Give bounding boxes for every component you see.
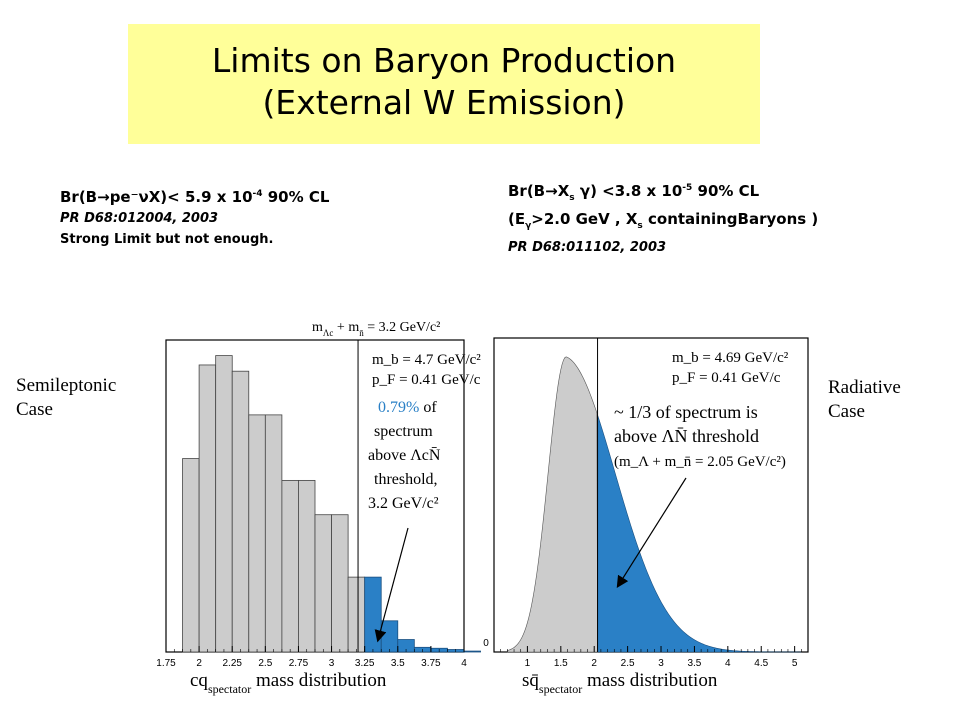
right-x-axis-label: sq̄spectator mass distribution [522,670,718,696]
left-bar [314,514,332,653]
left-note: Strong Limit but not enough. [60,232,274,247]
left-case-line2: Case [16,399,53,420]
left-exponent: -4 [252,189,263,199]
right-cond-sub: γ [525,221,532,231]
left-tick-label: 2.25 [222,658,242,669]
left-param-mb: m_b = 4.7 GeV/c² [372,352,481,368]
right-annotation-line1: ~ 1/3 of spectrum is [614,402,758,422]
left-annotation-line3: above ΛcN̄ [368,447,441,464]
right-cond-c: containingBaryons ) [642,210,819,228]
right-condition: (Eγ>2.0 GeV , Xs containingBaryons ) [508,209,818,237]
right-cond-b: >2.0 GeV , X [531,210,638,228]
right-tick-label: 1.5 [554,658,568,669]
right-tick-label: 2.5 [621,658,635,669]
left-bar [182,458,200,653]
left-reference: PR D68:012004, 2003 [60,211,219,226]
left-chart: 1.75 2 2.25 2.5 2.75 3 3.25 3.5 3.75 4 mΛc + mn̄ … [156,320,481,696]
left-annotation-line2: spectrum [374,423,433,440]
left-tick-label: 4 [461,658,467,669]
left-tick-label: 1.75 [156,658,176,669]
left-branching-limit: Br(B→pe⁻νX)< 5.9 x 10-4 90% CL [60,184,329,208]
left-info-block: Br(B→pe⁻νX)< 5.9 x 10-4 90% CL PR D68:01… [60,184,329,250]
left-case-line1: Semileptonic [16,375,117,396]
left-case-label: Semileptonic Case [16,374,116,422]
right-case-line1: Radiative [828,377,901,398]
title-box: Limits on Baryon Production (External W … [128,24,760,144]
left-annotation-of: of [419,399,437,416]
left-bar [298,479,316,653]
left-annotation: 0.79% of spectrum above ΛcN̄ threshold, … [368,399,441,512]
left-annotation-line5: 3.2 GeV/c² [368,495,439,512]
right-branching-limit: Br(B→Xs γ) <3.8 x 10-5 90% CL [508,178,818,209]
left-bar [264,414,283,653]
left-formula: Br(B→pe⁻νX)< 5.9 x 10 [60,188,253,206]
right-param-mb: m_b = 4.69 GeV/c² [672,350,789,366]
left-bar [281,479,299,653]
left-tick-label: 3 [329,658,335,669]
right-area-above-threshold [597,414,802,653]
left-bar [347,576,366,653]
left-tick-label: 3.75 [421,658,441,669]
left-bar [231,370,250,653]
left-param-pf: p_F = 0.41 GeV/c [372,372,481,388]
right-tick-label: 1 [525,658,531,669]
right-tick-label: 3.5 [687,658,701,669]
left-tick-label: 3.25 [355,658,375,669]
right-tick-label: 5 [792,658,798,669]
left-bar [248,414,266,653]
left-cl: 90% CL [262,188,330,206]
left-annotation-line1: 0.79% of [378,399,437,416]
right-cond-a: (E [508,210,526,228]
left-bar [331,514,349,653]
left-tick-label: 2.5 [258,658,272,669]
right-annotation-line2: above ΛN̄ threshold [614,426,759,446]
right-param-pf: p_F = 0.41 GeV/c [672,370,781,386]
right-info-block: Br(B→Xs γ) <3.8 x 10-5 90% CL (Eγ>2.0 Ge… [508,178,818,258]
left-bar [364,576,382,653]
left-x-ticks: 1.75 2 2.25 2.5 2.75 3 3.25 3.5 3.75 4 [156,646,467,669]
right-cl: 90% CL [692,182,760,200]
right-case-line2: Case [828,401,865,422]
right-tick-label: 4.5 [754,658,768,669]
left-bar [463,650,481,653]
right-annotation-arrow [616,477,687,589]
right-case-label: Radiative Case [828,376,901,424]
right-exponent: -5 [682,183,693,193]
right-tick-label-zero: 0 [483,638,489,649]
right-tick-label: 4 [725,658,731,669]
left-bar [380,620,399,653]
right-reference: PR D68:011102, 2003 [508,240,667,255]
left-annotation-arrow [374,527,409,643]
left-bar [198,364,217,653]
right-chart: 0 1 1.5 2 2.5 3 3.5 4 4.5 5 m_b = 4.69 GeV/c² p_F… [483,337,809,696]
right-formula-sub: s [569,193,575,203]
right-cond-sub2: s [637,221,643,231]
left-threshold-label: mΛc + mn̄ = 3.2 GeV/c² [312,320,440,338]
right-area-below-threshold [507,356,598,653]
right-formula-a: Br(B→X [508,182,570,200]
left-tick-label: 3.5 [391,658,405,669]
left-bar [215,355,233,653]
left-tick-label: 2.75 [289,658,309,669]
right-x-ticks: 0 1 1.5 2 2.5 3 3.5 4 4.5 5 [483,638,809,669]
right-tick-label: 2 [591,658,597,669]
left-annotation-line4: threshold, [374,471,438,488]
right-tick-label: 3 [658,658,664,669]
left-x-axis-label: cqspectator mass distribution [190,670,387,696]
slide-title-line1: Limits on Baryon Production [211,41,677,80]
slide-title-line2: (External W Emission) [262,83,626,122]
left-annotation-highlight: 0.79% [378,399,419,416]
left-tick-label: 2 [196,658,202,669]
right-formula-b: γ) <3.8 x 10 [574,182,683,200]
right-annotation-line3: (m_Λ + m_n̄ = 2.05 GeV/c²) [614,454,786,470]
